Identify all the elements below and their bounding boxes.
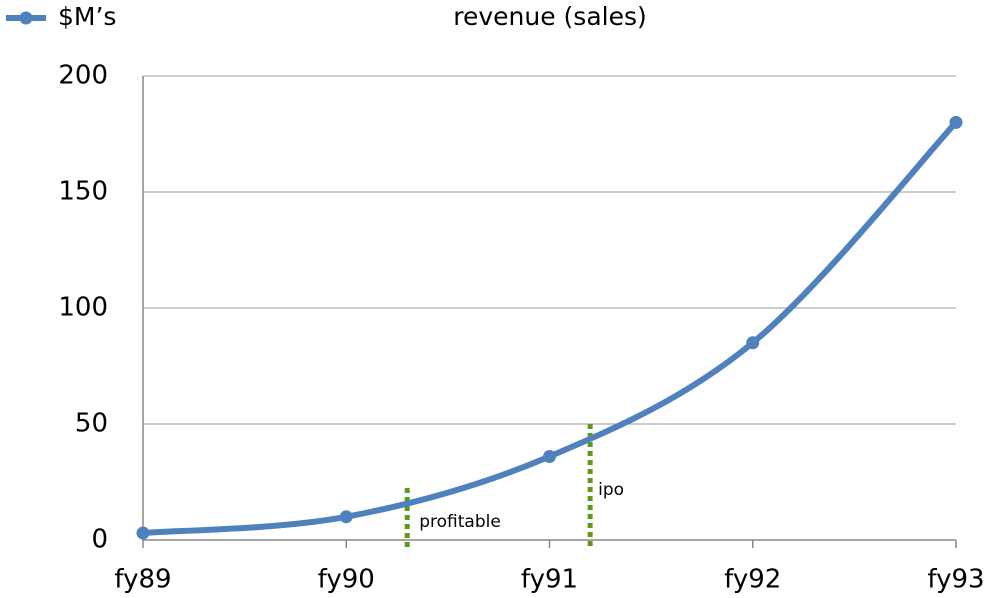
- annotation-text: ipo: [598, 480, 624, 500]
- y-tick-label: 200: [58, 61, 108, 91]
- x-tick-label: fy92: [724, 565, 781, 595]
- y-tick-label: 50: [75, 409, 108, 439]
- line: [140, 119, 959, 537]
- point: [543, 449, 556, 463]
- legend-label: $M’s: [58, 2, 116, 31]
- point: [339, 510, 353, 524]
- x-tick-label: fy89: [114, 565, 171, 595]
- x-tick-label: fy90: [318, 565, 375, 595]
- y-tick-label: 100: [58, 293, 108, 323]
- x-tick-label: fy91: [521, 565, 578, 595]
- y-tick-label: 150: [58, 177, 108, 207]
- chart-title: revenue (sales): [453, 2, 647, 31]
- point: [746, 336, 760, 350]
- x-tick-label: fy93: [927, 565, 984, 595]
- point: [949, 115, 963, 129]
- y-tick-label: 0: [91, 525, 108, 555]
- legend-marker: [19, 11, 33, 25]
- point: [136, 526, 150, 540]
- annotation-text: profitable: [419, 512, 501, 532]
